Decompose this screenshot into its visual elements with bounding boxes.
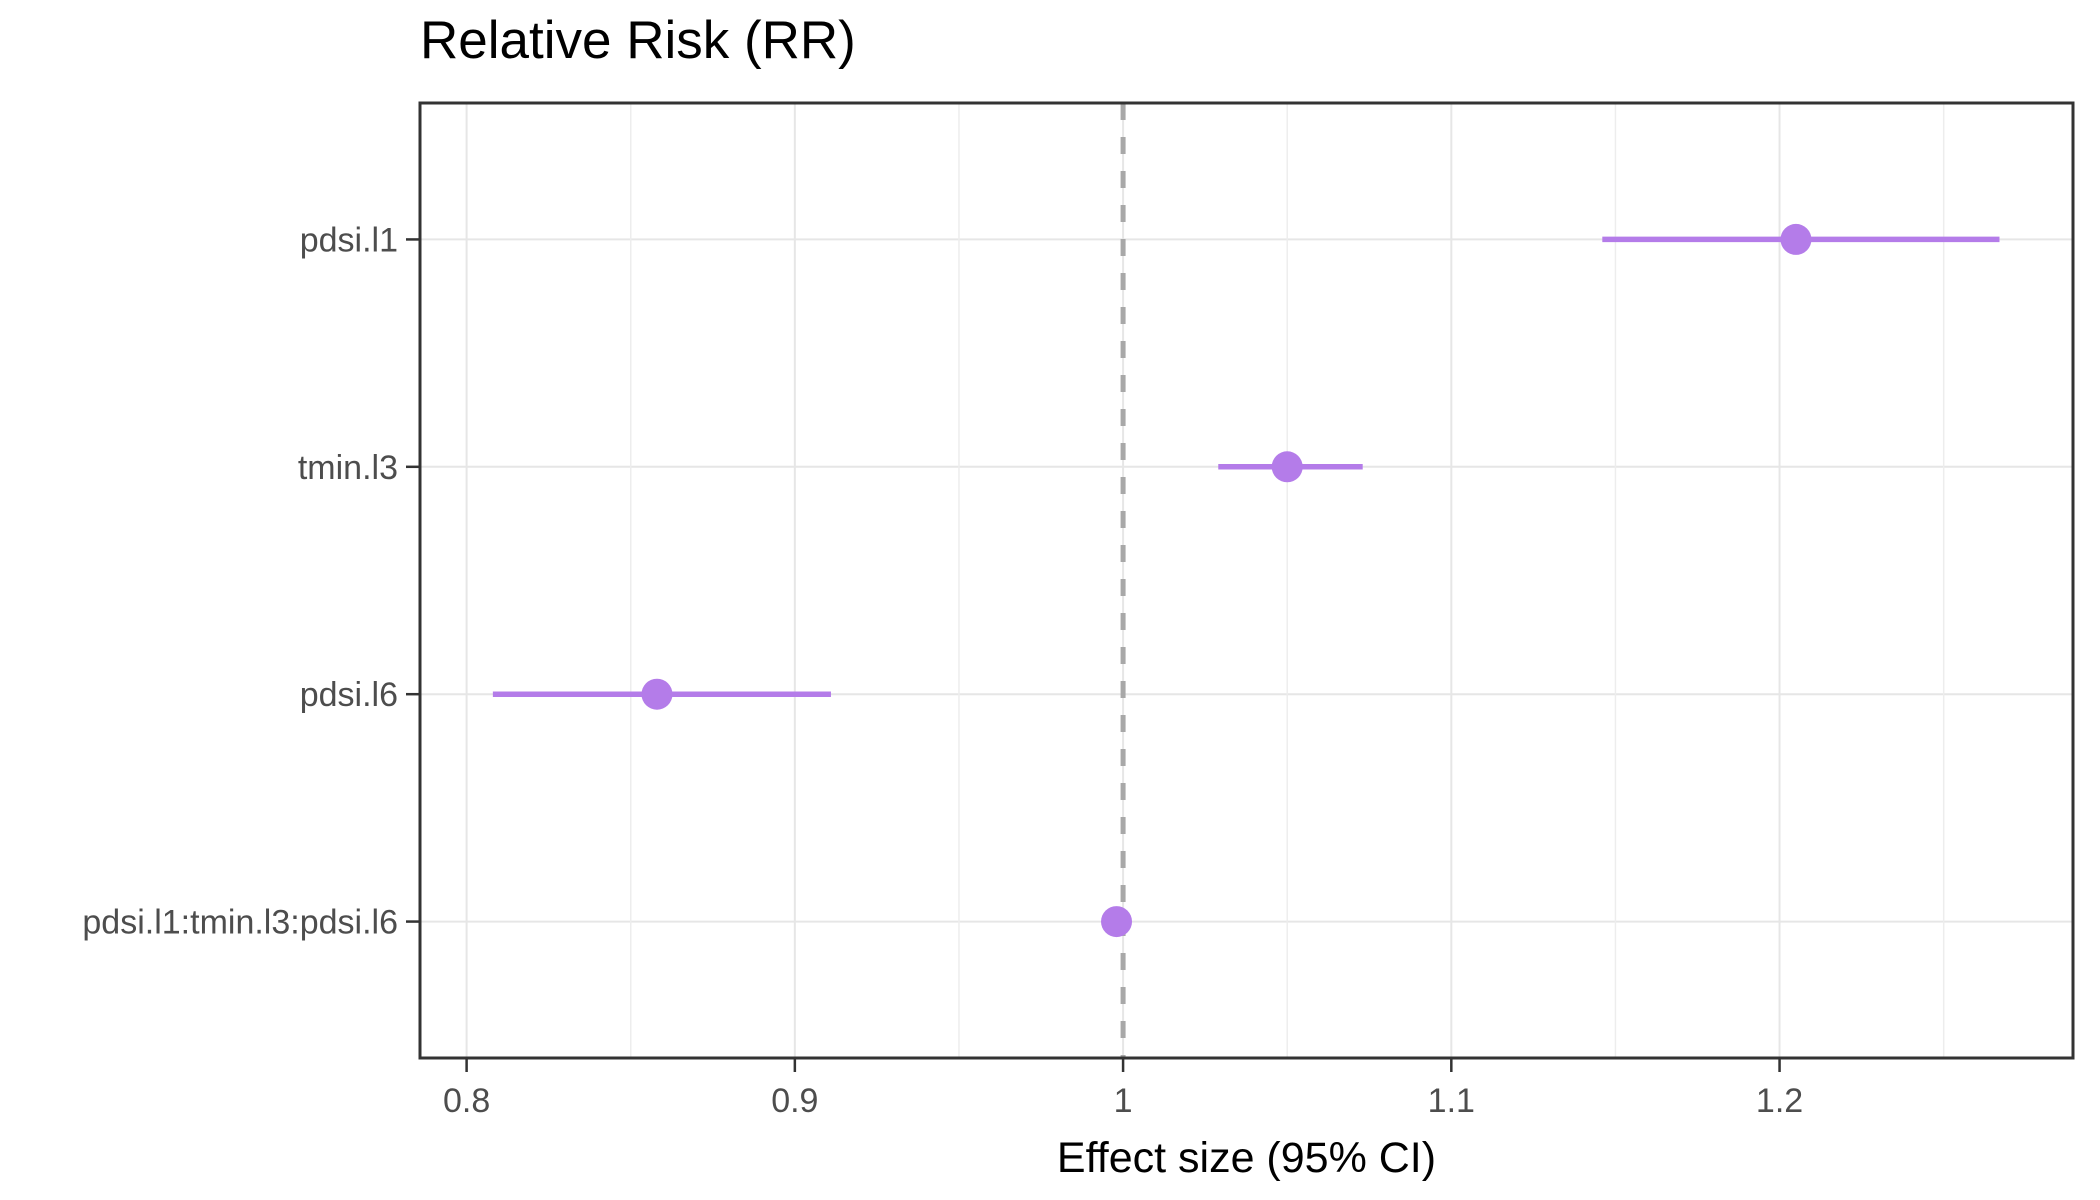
chart-title: Relative Risk (RR) <box>420 11 856 70</box>
y-category-label: pdsi.l1 <box>300 221 398 259</box>
point-estimate-tmin.l3 <box>1271 451 1303 483</box>
y-category-label: pdsi.l1:tmin.l3:pdsi.l6 <box>82 904 398 942</box>
x-tick-label: 1.2 <box>1756 1082 1803 1120</box>
panel-background <box>420 103 2073 1058</box>
panel-border <box>418 101 2075 1060</box>
point-estimate-pdsi.l1 <box>1780 223 1812 255</box>
y-category-label: pdsi.l6 <box>300 676 398 714</box>
point-estimate-pdsi.l6 <box>641 678 673 710</box>
point-estimate-pdsi.l1:tmin.l3:pdsi.l6 <box>1101 906 1133 938</box>
x-tick-label: 0.9 <box>771 1082 818 1120</box>
x-axis-title: Effect size (95% CI) <box>1057 1134 1436 1182</box>
x-tick-label: 0.8 <box>443 1082 490 1120</box>
x-tick-label: 1.1 <box>1428 1082 1475 1120</box>
x-tick-label: 1 <box>1114 1082 1133 1120</box>
y-category-label: tmin.l3 <box>298 449 398 487</box>
